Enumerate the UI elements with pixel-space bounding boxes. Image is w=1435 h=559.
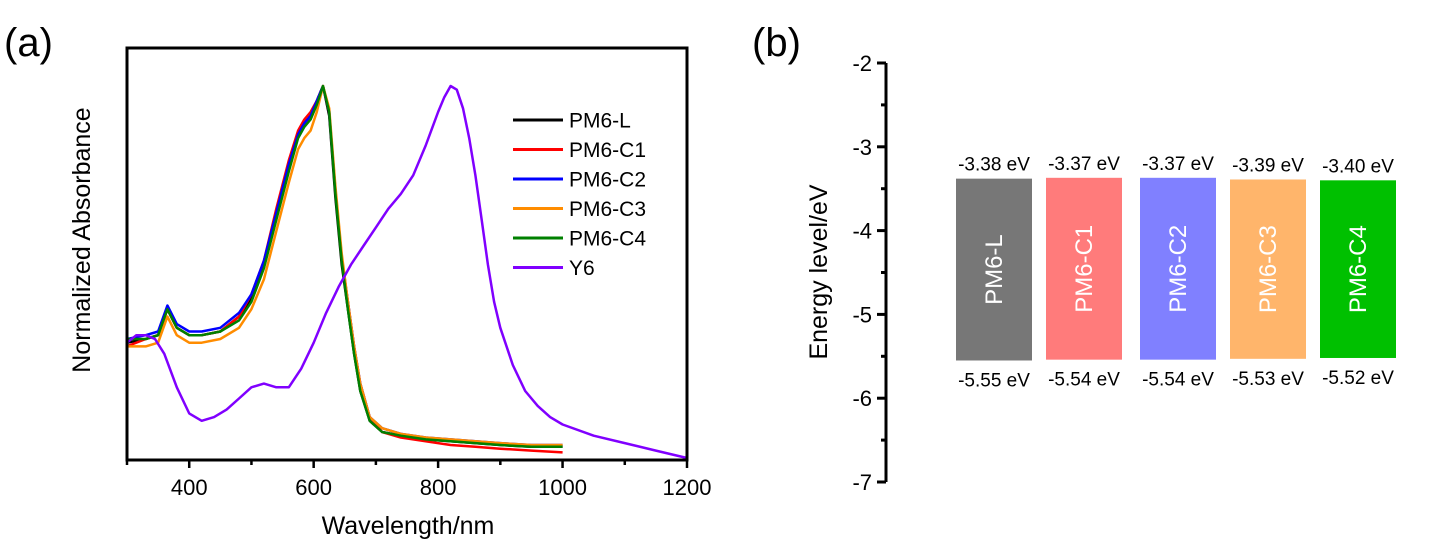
- homo-label: -5.54 eV: [1048, 370, 1120, 391]
- lumo-label: -3.37 eV: [1048, 154, 1120, 175]
- panel-label-a: (a): [4, 21, 53, 65]
- series-line-y6: [126, 84, 688, 460]
- energy-bars: PM6-L -3.38 eV -5.55 eV PM6-C1 -3.37 eV -5.54…: [956, 154, 1396, 391]
- y-tick-label: -3: [852, 135, 872, 160]
- x-tick-label: 400: [171, 475, 208, 500]
- x-axis-title: Wavelength/nm: [322, 512, 495, 540]
- homo-label: -5.53 eV: [1232, 369, 1304, 390]
- y-tick-label: -6: [852, 386, 872, 411]
- legend-item: PM6-C2: [513, 169, 646, 192]
- series-line-pm6-c3: [127, 84, 563, 447]
- legend-item: PM6-C4: [513, 228, 646, 251]
- energy-bar-rect: [1230, 179, 1306, 359]
- lumo-label: -3.39 eV: [1232, 155, 1304, 176]
- energy-bar-pm6-c3: PM6-C3 -3.39 eV -5.53 eV: [1230, 155, 1306, 390]
- legend: PM6-L PM6-C1 PM6-C2 PM6-C3 PM6-C4 Y6: [513, 110, 646, 280]
- homo-label: -5.54 eV: [1142, 370, 1214, 391]
- legend-item: Y6: [513, 257, 595, 280]
- bar-label: PM6-C2: [1165, 225, 1192, 313]
- legend-label: Y6: [569, 257, 595, 280]
- series-line-pm6-c4: [127, 84, 563, 449]
- absorbance-chart: 400 600 800 1000 1200 Wavelength/nm Normaliz…: [68, 46, 712, 540]
- energy-bar-rect: [956, 178, 1032, 361]
- y-axis-title-energy: Energy level/eV: [805, 184, 833, 359]
- energy-bar-pm6-c4: PM6-C4 -3.40 eV -5.52 eV: [1320, 156, 1396, 389]
- homo-label: -5.55 eV: [958, 370, 1030, 391]
- bar-label: PM6-C1: [1071, 225, 1098, 313]
- bar-label: PM6-C4: [1345, 225, 1372, 313]
- energy-bar-pm6-l: PM6-L -3.38 eV -5.55 eV: [956, 155, 1032, 391]
- plot-frame: [125, 46, 689, 462]
- legend-item: PM6-C1: [513, 139, 646, 162]
- energy-bar-pm6-c2: PM6-C2 -3.37 eV -5.54 eV: [1140, 154, 1216, 391]
- lumo-label: -3.37 eV: [1142, 154, 1214, 175]
- y-tick-label: -4: [852, 219, 872, 244]
- x-tick-label: 1200: [663, 475, 712, 500]
- energy-bar-rect: [1140, 177, 1216, 360]
- energy-bar-rect: [1320, 180, 1396, 358]
- legend-item: PM6-L: [513, 110, 631, 133]
- absorbance-curves: [126, 84, 688, 460]
- legend-item: PM6-C3: [513, 198, 646, 221]
- y-tick-label: -7: [852, 470, 872, 495]
- x-tick-label: 1000: [538, 475, 587, 500]
- legend-label: PM6-C1: [569, 139, 646, 162]
- energy-level-chart: -2 -3 -4 -5 -6 -7 Energy level/eV PM6-L -3.38 …: [805, 51, 1396, 495]
- legend-label: PM6-C4: [569, 228, 646, 251]
- energy-bar-pm6-c1: PM6-C1 -3.37 eV -5.54 eV: [1046, 154, 1122, 391]
- x-axis-ticks: 400 600 800 1000 1200: [125, 460, 712, 500]
- legend-label: PM6-L: [569, 110, 631, 133]
- legend-label: PM6-C2: [569, 169, 646, 192]
- energy-bar-rect: [1046, 177, 1122, 360]
- y-tick-label: -2: [852, 51, 872, 76]
- lumo-label: -3.38 eV: [958, 155, 1030, 176]
- y-axis-ticks: -2 -3 -4 -5 -6 -7: [852, 51, 886, 495]
- y-tick-label: -5: [852, 302, 872, 327]
- x-tick-label: 800: [420, 475, 457, 500]
- y-axis-title: Normalized Absorbance: [68, 107, 96, 372]
- bar-label: PM6-C3: [1255, 225, 1282, 313]
- x-tick-label: 600: [295, 475, 332, 500]
- bar-label: PM6-L: [981, 234, 1008, 305]
- series-line-pm6-c2: [126, 84, 563, 447]
- lumo-label: -3.40 eV: [1322, 156, 1394, 177]
- legend-label: PM6-C3: [569, 198, 646, 221]
- panel-label-b: (b): [752, 21, 801, 65]
- homo-label: -5.52 eV: [1322, 368, 1394, 389]
- series-line-pm6-l: [126, 84, 563, 449]
